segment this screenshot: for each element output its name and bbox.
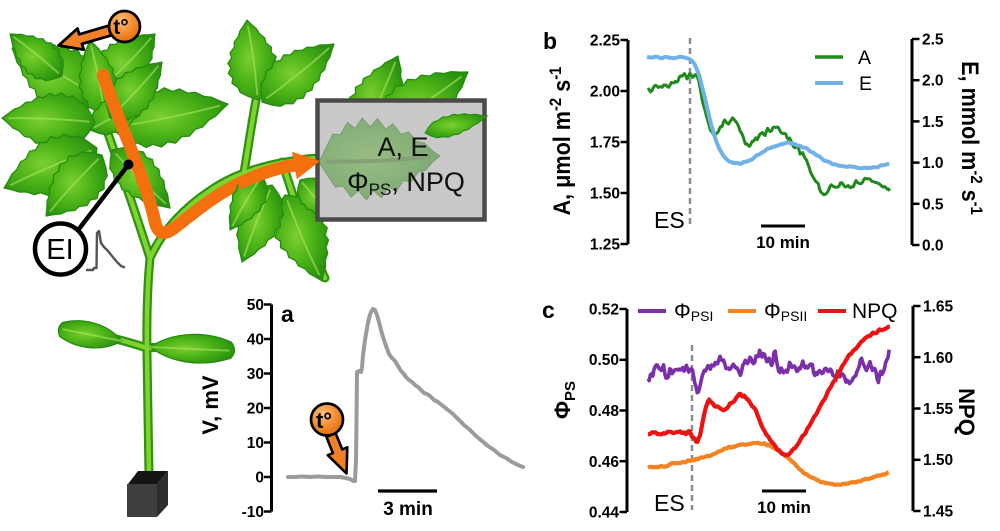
svg-text:1.75: 1.75 [590,135,621,152]
svg-text:ES: ES [654,490,685,516]
svg-text:0: 0 [255,470,264,487]
svg-text:A, μmol m-2 s-1: A, μmol m-2 s-1 [547,66,575,215]
svg-text:1.50: 1.50 [590,186,620,203]
svg-text:V, mV: V, mV [198,375,223,434]
svg-text:0.5: 0.5 [922,196,944,213]
svg-text:0.50: 0.50 [589,352,619,369]
svg-text:50: 50 [247,297,264,314]
svg-text:10 min: 10 min [756,233,810,252]
svg-text:1.60: 1.60 [923,350,953,367]
svg-text:3 min: 3 min [383,499,433,520]
svg-text:NPQ: NPQ [954,388,979,436]
svg-text:NPQ: NPQ [852,300,898,323]
svg-text:E: E [859,73,872,95]
svg-text:0.44: 0.44 [589,505,620,522]
svg-text:10 min: 10 min [757,498,811,517]
svg-text:ΦPS, NPQ: ΦPS, NPQ [347,167,465,199]
svg-text:1.45: 1.45 [923,504,954,521]
svg-text:40: 40 [247,332,264,349]
svg-text:2.0: 2.0 [922,73,944,90]
svg-text:0.48: 0.48 [589,403,620,420]
svg-text:a: a [281,301,294,327]
svg-text:-10: -10 [242,504,264,521]
svg-text:1.25: 1.25 [590,237,621,254]
svg-text:E, mmol m-2 s-1: E, mmol m-2 s-1 [957,61,985,215]
svg-text:0.46: 0.46 [589,454,620,471]
svg-text:10: 10 [247,435,264,452]
svg-text:2.5: 2.5 [922,32,944,49]
svg-text:EI: EI [46,234,73,266]
svg-text:1.65: 1.65 [923,299,954,316]
svg-text:t°: t° [316,408,332,433]
svg-text:1.5: 1.5 [922,114,944,131]
svg-text:2.25: 2.25 [590,33,621,50]
svg-text:A, E: A, E [377,132,428,162]
svg-text:0.52: 0.52 [589,302,619,319]
svg-text:c: c [542,297,555,323]
svg-text:20: 20 [247,401,264,418]
svg-text:1.50: 1.50 [923,452,953,469]
svg-text:2.00: 2.00 [590,84,620,101]
svg-text:b: b [543,28,557,54]
svg-text:1.0: 1.0 [922,155,944,172]
svg-text:30: 30 [247,366,264,383]
svg-text:ES: ES [654,207,685,233]
svg-text:t°: t° [113,16,128,39]
svg-text:1.55: 1.55 [923,401,954,418]
svg-text:A: A [858,47,871,69]
svg-text:0.0: 0.0 [922,238,944,255]
